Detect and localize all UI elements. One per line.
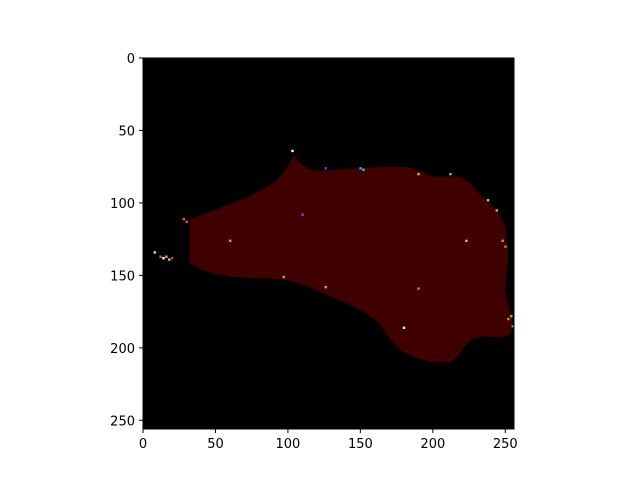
- speck: [465, 239, 468, 243]
- y-tick-label: 0: [127, 52, 135, 67]
- speck: [182, 217, 185, 221]
- speck: [510, 314, 513, 318]
- axes-frame: [142, 57, 515, 430]
- speck: [170, 256, 174, 260]
- speck-group: [153, 149, 514, 329]
- speck: [282, 275, 285, 279]
- y-tick-label: 100: [110, 197, 135, 212]
- speck: [504, 245, 507, 248]
- plot-area: [143, 58, 514, 429]
- speck: [153, 251, 156, 254]
- speck: [185, 220, 188, 224]
- speck: [165, 255, 168, 258]
- speck: [449, 172, 452, 176]
- speck: [507, 317, 510, 321]
- x-tick-label: 150: [348, 437, 373, 452]
- y-axis: 0 50 100 150 200 250: [110, 52, 143, 429]
- speck: [402, 326, 406, 329]
- segmentation-region: [189, 155, 513, 363]
- speck: [168, 258, 171, 261]
- x-tick-label: 200: [420, 437, 445, 452]
- speck: [159, 255, 162, 258]
- y-tick-label: 150: [110, 269, 135, 284]
- speck: [291, 149, 294, 153]
- y-tick-label: 200: [110, 342, 135, 357]
- speck: [501, 239, 504, 243]
- speck: [162, 256, 165, 260]
- speck: [362, 168, 365, 171]
- x-tick-label: 50: [207, 437, 224, 452]
- y-tick-label: 250: [110, 414, 135, 429]
- speck: [301, 213, 304, 216]
- x-tick-label: 250: [493, 437, 518, 452]
- speck: [495, 209, 499, 212]
- speck: [324, 167, 328, 170]
- x-tick-label: 100: [276, 437, 301, 452]
- speck: [511, 325, 514, 328]
- speck: [359, 167, 362, 170]
- x-tick-label: 0: [139, 437, 147, 452]
- speck: [417, 172, 420, 176]
- y-tick-label: 50: [118, 124, 135, 139]
- speck: [486, 199, 490, 202]
- x-axis: 0 50 100 150 200 250: [139, 429, 518, 452]
- speck: [324, 285, 328, 289]
- speck: [228, 239, 232, 243]
- speck: [417, 287, 420, 290]
